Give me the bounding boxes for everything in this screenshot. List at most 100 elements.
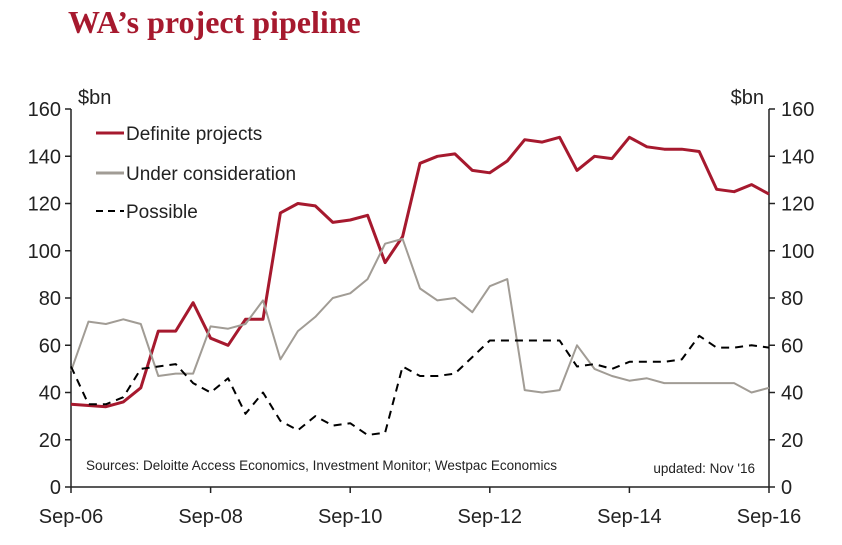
data-point	[210, 392, 212, 394]
left-y-tick-label: 40	[39, 383, 61, 405]
data-point	[664, 361, 666, 363]
data-point	[88, 404, 90, 406]
data-point	[315, 316, 317, 318]
data-point	[140, 368, 142, 370]
right-y-tick-labels: 0 20 40 60 80 100 120 140 160	[769, 99, 814, 499]
data-point	[280, 420, 282, 422]
data-point	[559, 340, 561, 342]
data-point	[280, 212, 282, 214]
data-point	[541, 392, 543, 394]
data-point	[419, 375, 421, 377]
data-point	[629, 361, 631, 363]
data-point	[402, 236, 404, 238]
data-point	[437, 300, 439, 302]
data-point	[227, 345, 229, 347]
data-point	[175, 363, 177, 365]
right-y-tick-label: 100	[781, 241, 814, 263]
data-point	[315, 205, 317, 207]
data-point	[751, 184, 753, 186]
right-y-tick-label: 140	[781, 146, 814, 168]
legend-label: Definite projects	[126, 124, 262, 145]
data-point	[646, 146, 648, 148]
x-tick-label: Sep-16	[737, 506, 802, 528]
data-point	[384, 262, 386, 264]
data-point	[576, 366, 578, 368]
x-tick-labels: Sep-06 Sep-08 Sep-10 Sep-12 Sep-14 Sep-16	[39, 487, 802, 528]
data-point	[698, 382, 700, 384]
data-point	[472, 311, 474, 313]
data-point	[437, 375, 439, 377]
data-point	[158, 366, 160, 368]
data-point	[507, 340, 509, 342]
data-point	[88, 321, 90, 323]
data-point	[192, 382, 194, 384]
data-point	[611, 375, 613, 377]
legend: Definite projects Under consideration Poss…	[96, 124, 296, 223]
data-point	[140, 323, 142, 325]
series-lines	[70, 135, 770, 436]
left-y-tick-label: 20	[39, 430, 61, 452]
left-y-tick-label: 140	[28, 146, 61, 168]
data-point	[210, 337, 212, 339]
data-point	[192, 302, 194, 304]
data-point	[541, 340, 543, 342]
data-point	[594, 156, 596, 158]
chart-title: WA’s project pipeline	[68, 4, 361, 40]
data-point	[716, 347, 718, 349]
right-y-tick-label: 120	[781, 194, 814, 216]
right-y-tick-label: 40	[781, 383, 803, 405]
data-point	[384, 432, 386, 434]
data-point	[629, 137, 631, 139]
series-points	[70, 238, 770, 393]
right-unit-label: $bn	[731, 87, 764, 109]
data-point	[489, 172, 491, 174]
data-point	[664, 382, 666, 384]
data-point	[559, 137, 561, 139]
data-point	[768, 347, 770, 349]
data-point	[175, 373, 177, 375]
x-tick-label: Sep-08	[178, 506, 243, 528]
left-y-tick-label: 60	[39, 335, 61, 357]
data-point	[541, 141, 543, 143]
data-point	[332, 297, 334, 299]
data-point	[367, 434, 369, 436]
data-point	[698, 335, 700, 337]
data-point	[70, 370, 72, 372]
data-point	[245, 319, 247, 321]
data-point	[70, 404, 72, 406]
left-y-tick-label: 160	[28, 99, 61, 121]
data-point	[227, 378, 229, 380]
data-point	[559, 389, 561, 391]
data-point	[524, 139, 526, 141]
data-point	[576, 345, 578, 347]
data-point	[297, 203, 299, 205]
x-tick-label: Sep-06	[39, 506, 104, 528]
x-tick-label: Sep-12	[458, 506, 523, 528]
data-point	[349, 422, 351, 424]
data-point	[123, 319, 125, 321]
data-point	[576, 170, 578, 172]
data-point	[716, 189, 718, 191]
data-point	[402, 238, 404, 240]
data-point	[402, 366, 404, 368]
data-point	[611, 158, 613, 160]
data-point	[245, 413, 247, 415]
data-point	[629, 380, 631, 382]
data-point	[105, 406, 107, 408]
data-point	[507, 160, 509, 162]
data-point	[472, 356, 474, 358]
updated-note: updated: Nov '16	[653, 461, 755, 476]
sources-note: Sources: Deloitte Access Economics, Inve…	[86, 458, 557, 473]
right-y-tick-label: 60	[781, 335, 803, 357]
data-point	[175, 330, 177, 332]
data-point	[472, 170, 474, 172]
data-point	[489, 285, 491, 287]
data-point	[158, 330, 160, 332]
data-point	[524, 340, 526, 342]
series-line-definite-projects	[70, 135, 770, 409]
data-point	[733, 191, 735, 193]
data-point	[751, 345, 753, 347]
left-y-tick-label: 80	[39, 288, 61, 310]
data-point	[489, 340, 491, 342]
data-point	[454, 153, 456, 155]
